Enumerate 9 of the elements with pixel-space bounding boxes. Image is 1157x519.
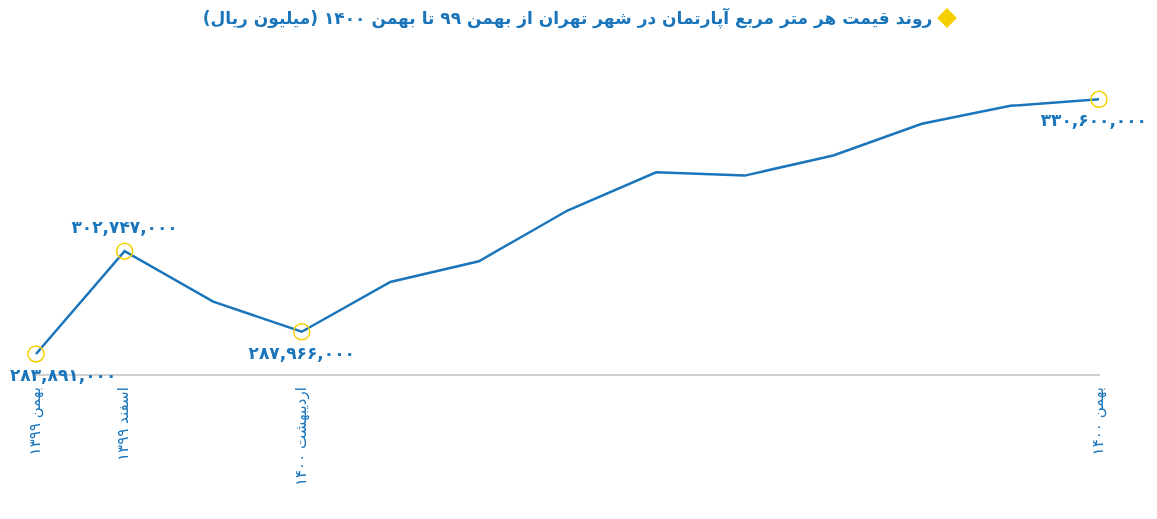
chart-title: روند قیمت هر متر مربع آپارتمان در شهر تهران از بهمن ۹۹ تا بهمن ۱۴۰۰ (میلیون ریال) [202, 8, 933, 28]
x-tick-label: بهمن ۱۳۹۹ [25, 387, 44, 456]
data-label: ۳۰۲,۷۴۷,۰۰۰ [71, 217, 178, 238]
x-tick-label: بهمن ۱۴۰۰ [1088, 387, 1107, 456]
data-label: ۲۸۳,۸۹۱,۰۰۰ [9, 364, 117, 385]
data-label: ۳۳۰,۶۰۰,۰۰۰ [1040, 110, 1148, 131]
x-tick-label: اسفند ۱۳۹۹ [114, 387, 133, 461]
data-label: ۲۸۷,۹۶۶,۰۰۰ [248, 342, 355, 363]
x-tick-label: اردیبهشت ۱۴۰۰ [291, 387, 310, 487]
